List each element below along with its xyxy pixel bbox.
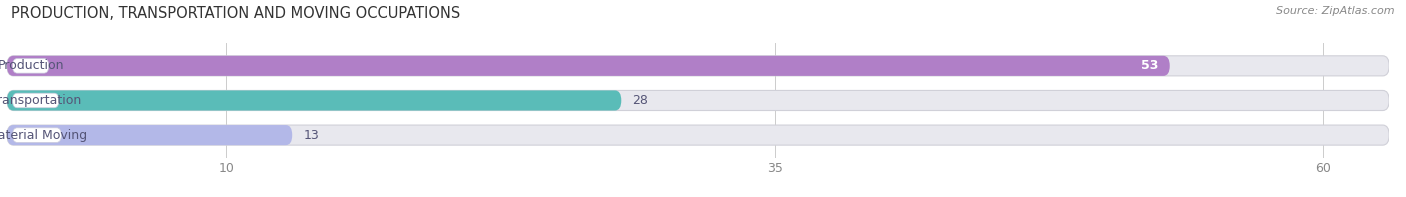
Text: 13: 13 (304, 129, 319, 142)
FancyBboxPatch shape (7, 56, 1170, 76)
Text: Source: ZipAtlas.com: Source: ZipAtlas.com (1277, 6, 1395, 16)
Text: Transportation: Transportation (0, 94, 80, 107)
FancyBboxPatch shape (13, 93, 59, 108)
Text: PRODUCTION, TRANSPORTATION AND MOVING OCCUPATIONS: PRODUCTION, TRANSPORTATION AND MOVING OC… (11, 6, 461, 21)
FancyBboxPatch shape (13, 59, 49, 73)
FancyBboxPatch shape (7, 125, 1389, 145)
FancyBboxPatch shape (7, 90, 621, 111)
Text: 53: 53 (1142, 59, 1159, 72)
Text: Production: Production (0, 59, 63, 72)
Text: 28: 28 (633, 94, 648, 107)
FancyBboxPatch shape (7, 125, 292, 145)
FancyBboxPatch shape (7, 56, 1389, 76)
FancyBboxPatch shape (13, 128, 62, 142)
FancyBboxPatch shape (7, 90, 1389, 111)
Text: Material Moving: Material Moving (0, 129, 87, 142)
